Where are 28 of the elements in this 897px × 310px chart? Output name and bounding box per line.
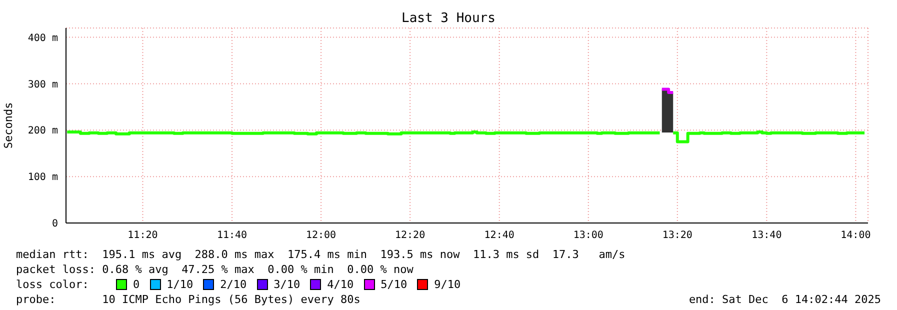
x-tick-label: 13:40 <box>752 230 782 242</box>
legend-label: 5/10 <box>380 277 408 292</box>
legend-title: loss color: <box>16 277 90 292</box>
y-axis-title: Seconds <box>2 102 15 149</box>
text: packet loss: 0.68 % avg 47.25 % max 0.00 % min 0.00 % now <box>16 262 414 277</box>
y-tick-label: 200 m <box>28 126 58 137</box>
legend-label: 4/10 <box>326 277 354 292</box>
x-tick-label: 12:40 <box>484 230 514 242</box>
x-tick-label: 13:00 <box>573 230 604 242</box>
x-tick-label: 12:20 <box>395 230 426 242</box>
text: end: Sat Dec 6 14:02:44 2025 <box>688 292 881 307</box>
y-tick-label: 400 m <box>28 32 58 44</box>
x-tick-label: 13:20 <box>662 230 692 242</box>
x-tick-label: 11:40 <box>216 230 248 242</box>
legend-label: 9/10 <box>433 277 461 292</box>
legend-label: 0 <box>132 277 140 292</box>
text: median rtt: 195.1 ms avg 288.0 ms max 175.4 ms min 193.5 ms now 11.3 ms sd 17.3 am/s <box>16 247 626 262</box>
y-tick-label: 0 <box>52 218 58 230</box>
text: probe: 10 ICMP Echo Pings (56 Bytes) every 80s <box>16 292 360 307</box>
y-tick-label: 100 m <box>28 172 58 184</box>
x-tick-label: 12:00 <box>306 230 336 242</box>
legend-label: 2/10 <box>219 277 247 292</box>
x-tick-label: 11:20 <box>128 230 158 242</box>
legend-label: 1/10 <box>166 277 194 292</box>
legend-label: 3/10 <box>272 277 300 292</box>
y-tick-label: 300 m <box>28 79 58 90</box>
x-tick-label: 14:00 <box>840 230 871 242</box>
chart-title: Last 3 Hours <box>400 11 496 26</box>
